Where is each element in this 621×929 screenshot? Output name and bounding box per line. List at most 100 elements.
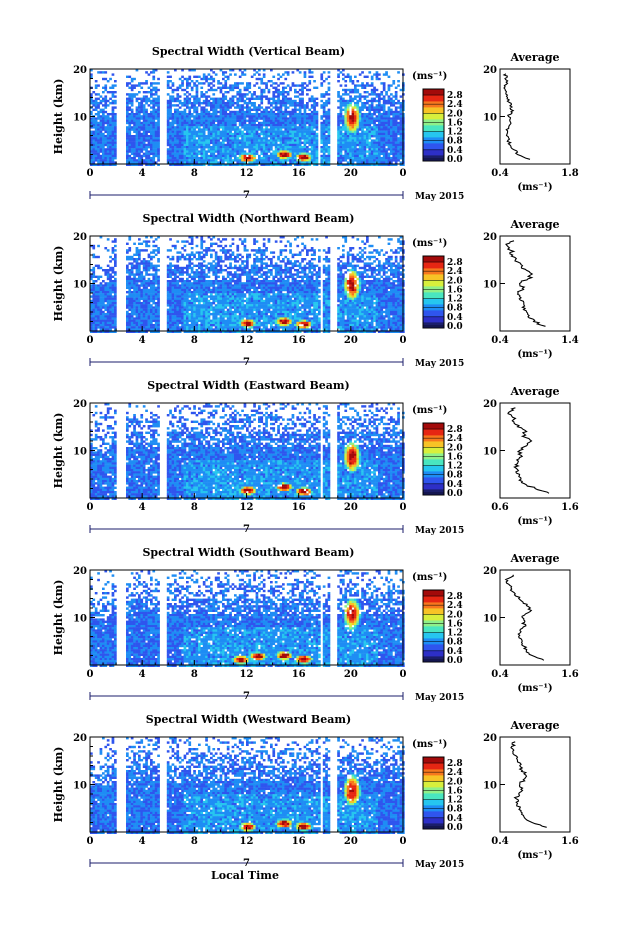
heatmap-cell <box>241 104 244 107</box>
heatmap-cell <box>195 159 199 162</box>
heatmap-cell <box>296 84 300 87</box>
heatmap-cell <box>92 159 96 162</box>
heatmap-cell <box>157 126 160 129</box>
heatmap-cell <box>368 157 372 160</box>
heatmap-cell <box>157 326 160 329</box>
heatmap-cell <box>279 104 283 107</box>
heatmap-cell <box>303 124 307 127</box>
heatmap-cell <box>378 113 381 116</box>
heatmap-cell <box>397 152 400 155</box>
heatmap-cell <box>214 115 218 118</box>
heatmap-cell <box>368 99 372 103</box>
heatmap-cell <box>351 163 355 166</box>
heatmap-cell <box>104 130 108 133</box>
heatmap-cell <box>344 152 348 155</box>
heatmap-cell <box>291 110 295 114</box>
heatmap-cell <box>126 135 129 138</box>
heatmap-cell <box>349 102 352 105</box>
heatmap-cell <box>171 306 175 309</box>
heatmap-cell <box>130 295 134 298</box>
heatmap-cell <box>274 115 278 118</box>
heatmap-cell <box>363 143 367 147</box>
heatmap-cell <box>109 163 112 166</box>
heatmap-cell <box>92 130 96 133</box>
heatmap-cell <box>126 148 129 151</box>
heatmap-cell <box>344 154 348 158</box>
heatmap-cell <box>399 115 403 118</box>
heatmap-cell <box>99 128 103 131</box>
heatmap-cell <box>274 143 278 147</box>
heatmap-cell <box>214 97 218 100</box>
heatmap-cell <box>322 157 326 160</box>
heatmap-cell <box>183 97 187 100</box>
heatmap-cell <box>198 159 201 162</box>
heatmap-cell <box>356 132 360 136</box>
heatmap-cell <box>382 121 386 125</box>
heatmap-cell <box>193 121 196 125</box>
heatmap-cell <box>315 157 319 160</box>
heatmap-cell <box>99 148 103 151</box>
heatmap-cell <box>241 143 244 147</box>
heatmap-cell <box>138 330 141 333</box>
heatmap-cell <box>222 139 225 142</box>
heatmap-cell <box>142 297 146 300</box>
heatmap-cell <box>373 73 376 76</box>
heatmap-cell <box>145 293 148 296</box>
heatmap-cell <box>94 108 98 111</box>
heatmap-cell <box>133 113 136 116</box>
heatmap-cell <box>102 326 105 329</box>
heatmap-cell <box>135 277 139 281</box>
heatmap-cell <box>222 126 225 129</box>
heatmap-cell <box>339 97 343 100</box>
heatmap-cell <box>212 88 216 92</box>
heatmap-cell <box>166 106 170 109</box>
heatmap-cell <box>92 146 96 149</box>
heatmap-cell <box>260 88 264 92</box>
heatmap-cell <box>224 106 228 109</box>
heatmap-cell <box>354 135 357 138</box>
heatmap-cell <box>378 141 381 144</box>
heatmap-cell <box>169 273 172 276</box>
heatmap-cell <box>94 324 98 327</box>
heatmap-cell <box>174 326 177 329</box>
heatmap-cell <box>315 86 319 89</box>
heatmap-cell <box>126 304 129 307</box>
heatmap-cell <box>138 150 141 153</box>
heatmap-cell <box>361 121 364 125</box>
heatmap-cell <box>361 102 364 105</box>
heatmap-cell <box>97 139 100 142</box>
heatmap-cell <box>291 141 295 144</box>
heatmap-cell <box>224 124 228 127</box>
heatmap-cell <box>310 146 314 149</box>
heatmap-cell <box>128 132 132 136</box>
heatmap-cell <box>106 306 110 309</box>
heatmap-cell <box>169 282 172 285</box>
heatmap-cell <box>366 135 369 138</box>
heatmap-cell <box>135 280 139 283</box>
heatmap-cell <box>274 82 278 85</box>
heatmap-cell <box>138 284 141 287</box>
heatmap-cell <box>174 310 177 314</box>
heatmap-cell <box>258 124 261 127</box>
heatmap-cell <box>102 117 105 120</box>
heatmap-cell <box>265 130 268 133</box>
heatmap-cell <box>106 269 110 272</box>
heatmap-cell <box>166 286 170 289</box>
heatmap-cell <box>169 102 172 105</box>
heatmap-cell <box>169 302 172 305</box>
heatmap-cell <box>128 308 132 311</box>
heatmap-cell <box>166 108 170 111</box>
heatmap-cell <box>171 163 175 166</box>
heatmap-cell <box>157 95 160 98</box>
heatmap-cell <box>154 282 158 285</box>
heatmap-cell <box>154 148 158 151</box>
heatmap-cell <box>366 95 369 98</box>
heatmap-cell <box>310 104 314 107</box>
heatmap-cell <box>106 293 110 296</box>
heatmap-cell <box>306 159 309 162</box>
heatmap-cell <box>236 93 240 96</box>
heatmap-cell <box>279 146 283 149</box>
heatmap-cell <box>234 113 237 116</box>
heatmap-cell <box>217 132 220 136</box>
heatmap-cell <box>366 128 369 131</box>
